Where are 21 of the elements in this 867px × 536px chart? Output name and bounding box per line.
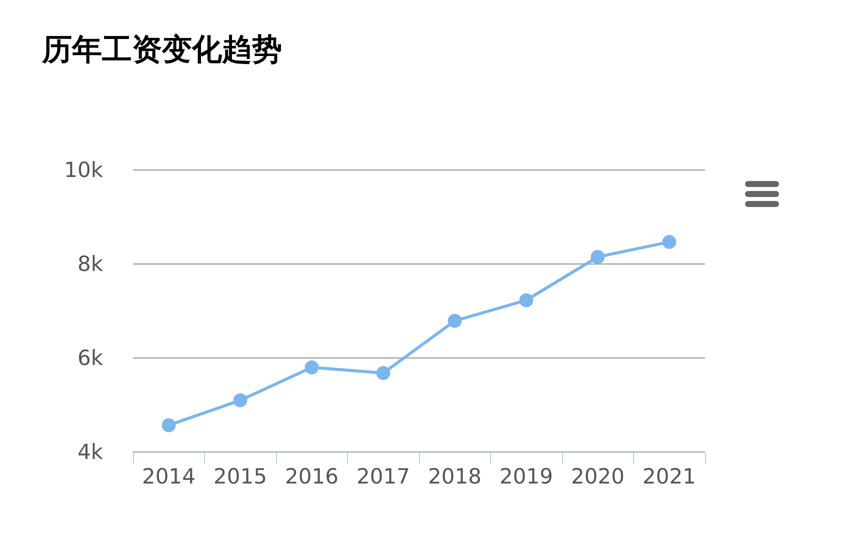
y-tick-label: 4k [77,440,104,464]
x-tick-label: 2016 [285,464,338,488]
point [376,366,390,380]
x-tick-label: 2020 [571,464,624,488]
y-tick-label: 10k [64,158,104,182]
point [590,250,605,264]
point [162,418,176,432]
x-tick-label: 2021 [642,464,696,488]
y-tick-label: 8k [77,252,104,276]
x-tick-label: 2017 [356,464,410,488]
point [448,314,462,328]
chart-title: 历年工资变化趋势 [41,32,282,68]
x-tick-label: 2019 [500,464,553,488]
point [519,293,534,308]
y-tick-label: 6k [77,346,104,370]
x-tick-label: 2014 [142,464,196,488]
x-tick-label: 2015 [214,464,267,488]
point [662,234,676,249]
point [304,360,319,374]
point [233,393,248,408]
x-tick-label: 2018 [428,464,482,488]
